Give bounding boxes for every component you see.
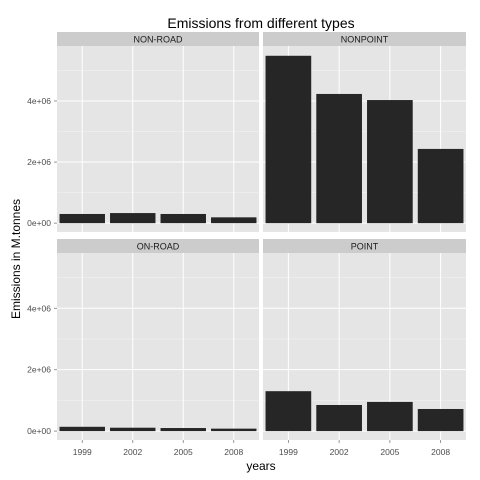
- bar-non-road-1999: [59, 213, 105, 224]
- x-tick-label: 2005: [380, 447, 399, 457]
- panel-background: [57, 46, 259, 232]
- facet-strip: [263, 32, 466, 46]
- chart-title: Emissions from different types: [167, 15, 354, 31]
- x-tick-label: 2005: [174, 447, 193, 457]
- bar-point-2002: [316, 404, 362, 432]
- bar-non-road-2008: [211, 217, 257, 224]
- y-tick-label: 0e+00: [27, 426, 51, 436]
- facet-strip: [57, 32, 259, 46]
- bar-on-road-1999: [59, 426, 105, 432]
- facet-strip: [263, 239, 466, 253]
- facet-panel-non-road: NON-ROAD 0e+00 2e+06 4e+06: [27, 32, 259, 232]
- facet-panel-nonpoint: NONPOINT: [263, 32, 466, 232]
- facet-panel-on-road: ON-ROAD 0e+00 2e+06 4e+06 1999 2002 2005 2008: [27, 239, 259, 457]
- bar-point-2008: [417, 408, 464, 432]
- y-tick-label: 4e+06: [27, 96, 51, 106]
- bar-nonpoint-1999: [265, 55, 312, 224]
- bar-on-road-2002: [110, 427, 156, 432]
- y-tick-label: 0e+00: [27, 218, 51, 228]
- y-tick-label: 4e+06: [27, 303, 51, 313]
- bar-on-road-2005: [160, 428, 206, 432]
- bar-non-road-2002: [110, 213, 156, 224]
- x-tick-label: 2002: [330, 447, 349, 457]
- bar-non-road-2005: [160, 213, 206, 224]
- y-tick-label: 2e+06: [27, 365, 51, 375]
- bar-point-1999: [265, 391, 312, 432]
- facet-panels: NON-ROAD 0e+00 2e+06 4e+06 NONPOINT ON-ROAD 0e…: [27, 32, 466, 457]
- bar-nonpoint-2008: [417, 148, 464, 224]
- x-tick-label: 1999: [73, 447, 92, 457]
- facet-strip-label: NON-ROAD: [134, 35, 183, 45]
- y-axis-title: Emissions in M.tonnes: [9, 199, 23, 319]
- x-tick-label: 1999: [279, 447, 298, 457]
- x-axis-title: years: [246, 459, 275, 473]
- panel-background: [57, 253, 259, 440]
- bar-point-2005: [367, 401, 413, 432]
- bar-nonpoint-2002: [316, 93, 362, 224]
- facet-strip-label: POINT: [351, 242, 379, 252]
- x-tick-label: 2002: [123, 447, 142, 457]
- x-tick-label: 2008: [431, 447, 450, 457]
- bar-on-road-2008: [211, 428, 257, 432]
- facet-strip: [57, 239, 259, 253]
- facet-panel-point: POINT 1999 2002 2005 2008: [263, 239, 466, 457]
- bar-nonpoint-2005: [367, 100, 413, 224]
- y-tick-label: 2e+06: [27, 157, 51, 167]
- facet-strip-label: NONPOINT: [341, 35, 389, 45]
- facet-strip-label: ON-ROAD: [137, 242, 180, 252]
- x-tick-label: 2008: [224, 447, 243, 457]
